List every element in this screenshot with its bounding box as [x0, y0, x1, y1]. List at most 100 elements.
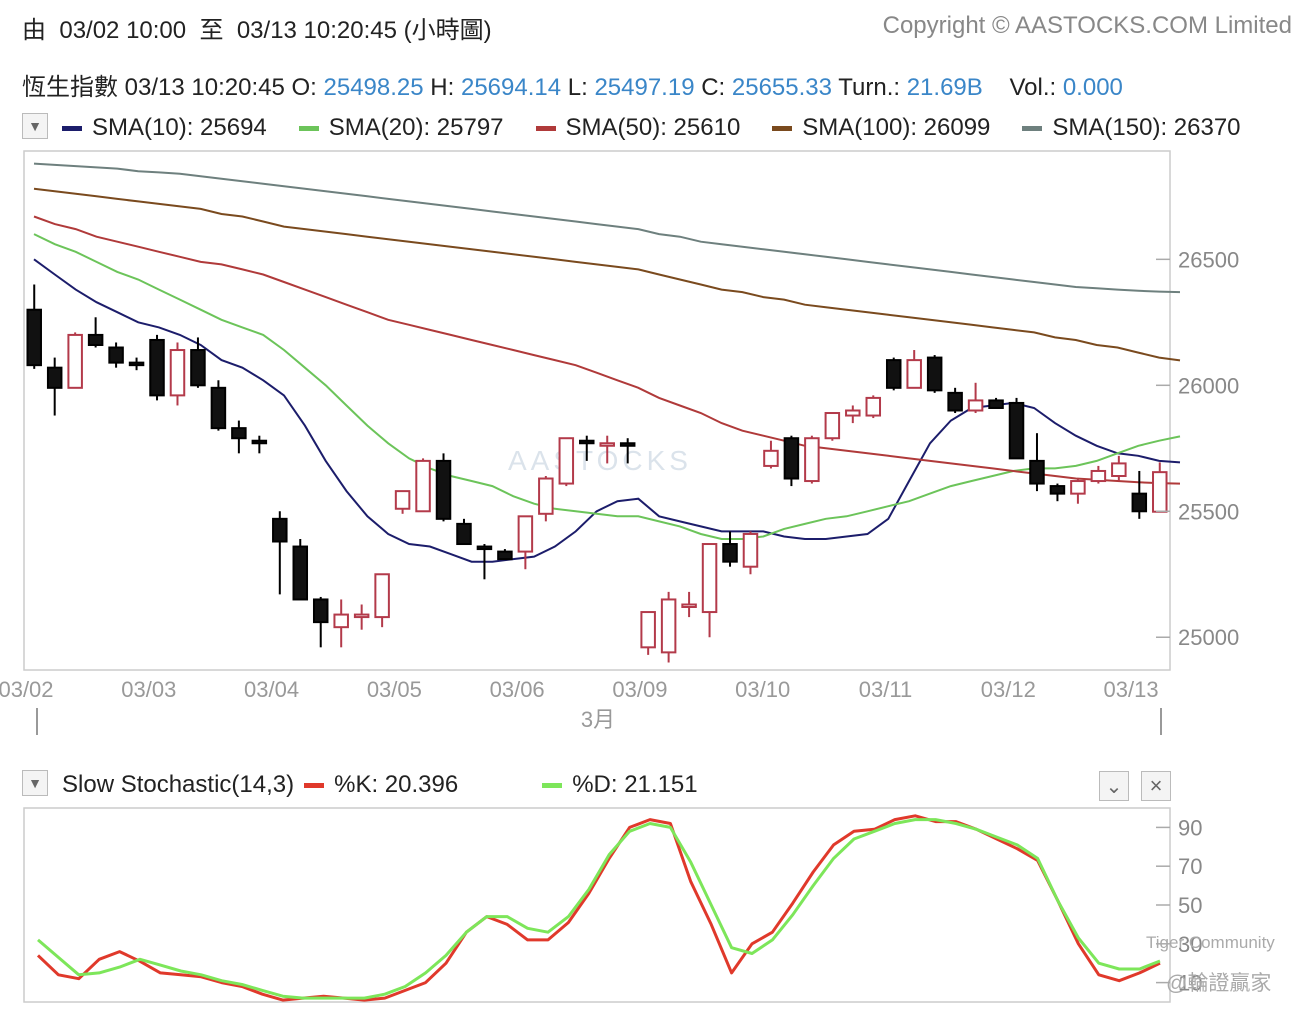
- candlestick: [333, 599, 349, 648]
- candle-body: [251, 439, 268, 445]
- candle-body: [1111, 462, 1127, 478]
- x-tick-label: 03/13: [1104, 677, 1159, 702]
- candle-body: [108, 346, 124, 364]
- candle-body: [1090, 469, 1107, 483]
- candle-body: [579, 439, 595, 445]
- watermark-text: AASTOCKS: [508, 445, 692, 476]
- candle-body: [701, 543, 718, 614]
- candlestick: [988, 397, 1004, 409]
- candle-body: [394, 490, 411, 510]
- y-tick-label: 25000: [1178, 625, 1239, 650]
- candlestick: [456, 518, 472, 546]
- author-credit: @輪證贏家: [1166, 972, 1271, 995]
- low-label: L:: [567, 74, 588, 101]
- x-tick-label: 03/02: [0, 677, 54, 702]
- candle-body: [926, 356, 943, 392]
- quote-time: 03/13 10:20:45: [124, 74, 285, 101]
- candle-body: [374, 573, 390, 619]
- candle-body: [169, 349, 186, 397]
- stoch-y-tick-label: 70: [1178, 854, 1202, 879]
- candle-body: [353, 613, 370, 619]
- main-dropdown-button[interactable]: ▼: [22, 113, 48, 139]
- x-tick-label: 03/09: [612, 677, 667, 702]
- candlestick: [210, 380, 227, 431]
- candle-body: [497, 550, 513, 561]
- candlestick: [538, 476, 554, 522]
- candle-body: [906, 359, 922, 389]
- range-start: 03/02 10:00: [59, 17, 187, 44]
- candlestick: [926, 355, 943, 393]
- candlestick: [415, 458, 431, 513]
- candle-body: [885, 359, 902, 389]
- turnover-label: Turn.:: [838, 74, 901, 101]
- candle-body: [558, 437, 575, 485]
- sma150-label: SMA(150): 26370: [1052, 114, 1241, 141]
- stoch-dropdown-button[interactable]: ▼: [22, 770, 48, 796]
- candle-body: [804, 437, 820, 483]
- turnover-value: 21.69B: [906, 74, 983, 101]
- candlestick: [312, 596, 329, 648]
- sma100-label: SMA(100): 26099: [802, 114, 991, 141]
- stoch-y-tick-label: 50: [1178, 893, 1202, 918]
- candle-body: [967, 399, 984, 412]
- volume-label: Vol.:: [1009, 74, 1057, 101]
- stochastic-chart[interactable]: 10 30 50 70 90 Tiger Community @輪證贏家: [0, 800, 1304, 1014]
- candlestick: [108, 342, 124, 368]
- candlestick: [1111, 455, 1127, 482]
- close-label: C:: [701, 74, 726, 101]
- sma20-label: SMA(20): 25797: [328, 114, 504, 141]
- candlestick: [804, 435, 820, 484]
- candle-body: [435, 459, 452, 520]
- range-type: (小時圖): [403, 17, 492, 44]
- high-label: H:: [430, 74, 455, 101]
- candle-body: [1131, 492, 1148, 513]
- price-chart[interactable]: AASTOCKS 25000 25500 26000 26500 03/02 03/03 0…: [0, 140, 1304, 740]
- candle-body: [476, 545, 493, 551]
- candlestick: [1152, 462, 1168, 513]
- month-label: 3月: [581, 707, 615, 732]
- stoch-k-swatch: [304, 782, 325, 788]
- candle-body: [231, 427, 247, 440]
- candlestick: [231, 420, 247, 454]
- stoch-title: Slow Stochastic(14,3): [62, 771, 295, 798]
- candlestick: [845, 405, 861, 424]
- candlestick: [763, 440, 779, 469]
- candlestick: [497, 549, 513, 561]
- plot-frame: [23, 150, 1171, 671]
- candlestick: [701, 543, 718, 638]
- close-value: 25655.33: [731, 74, 832, 101]
- candlestick: [476, 544, 493, 580]
- candle-body: [26, 308, 42, 367]
- candlestick: [190, 337, 206, 388]
- candle-body: [640, 611, 656, 649]
- candle-body: [1070, 480, 1086, 495]
- candle-body: [46, 366, 63, 389]
- candlestick: [783, 435, 800, 487]
- x-tick-label: 03/05: [367, 677, 422, 702]
- candle-body: [312, 598, 329, 624]
- dropdown-icon: ▼: [28, 775, 42, 791]
- stoch-close-button[interactable]: ×: [1141, 771, 1171, 801]
- x-tick-label: 03/10: [735, 677, 790, 702]
- copyright: Copyright © AASTOCKS.COM Limited: [882, 12, 1292, 39]
- index-name: 恆生指數: [22, 74, 118, 101]
- candle-body: [742, 532, 759, 568]
- stoch-k-label: %K: 20.396: [334, 771, 459, 798]
- candle-body: [1152, 471, 1168, 513]
- candlestick: [394, 490, 411, 514]
- candlestick: [885, 357, 902, 391]
- candlestick: [906, 350, 922, 389]
- open-label: O:: [291, 74, 317, 101]
- candlestick: [824, 412, 841, 441]
- dropdown-icon: ▼: [28, 118, 42, 134]
- stoch-collapse-button[interactable]: ⌄: [1099, 771, 1129, 801]
- sma-line-sma100: [33, 187, 1181, 362]
- candlestick: [26, 284, 42, 369]
- candle-body: [292, 545, 309, 601]
- candle-body: [149, 338, 165, 397]
- candlestick: [1029, 433, 1045, 492]
- range-end: 03/13 10:20:45: [236, 17, 397, 44]
- x-tick-label: 03/12: [981, 677, 1036, 702]
- stoch-k-line: [36, 814, 1161, 1002]
- candle-body: [1029, 459, 1045, 485]
